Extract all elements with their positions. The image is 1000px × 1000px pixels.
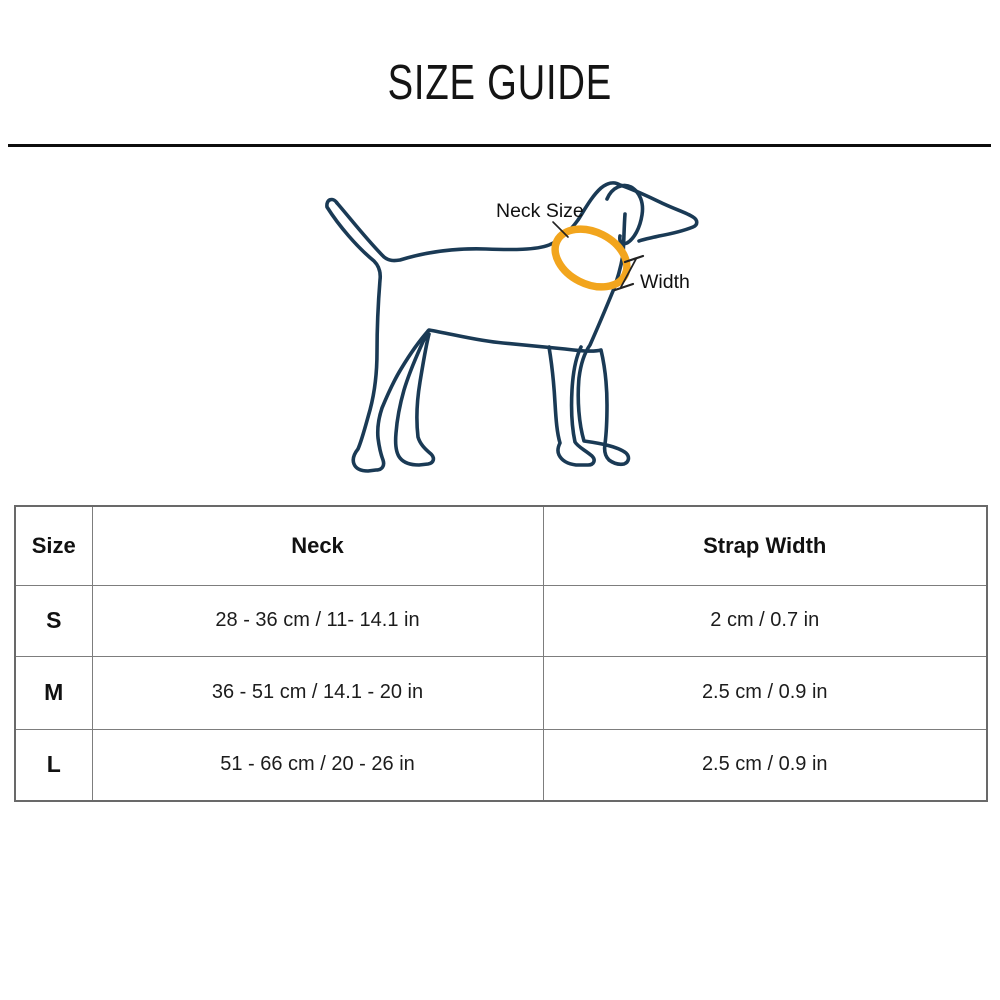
dog-far-front-leg-path — [547, 345, 596, 467]
dog-ear-path — [605, 183, 645, 246]
size-table-header-row: Size Neck Strap Width — [14, 505, 988, 586]
width-measure-diagonal — [620, 258, 637, 288]
width-measure-tick-top — [623, 254, 645, 264]
strap-width-value: 2.5 cm / 0.9 in — [542, 728, 988, 802]
collar-ring — [551, 225, 631, 291]
dog-outline — [325, 181, 699, 473]
column-header-neck: Neck — [91, 505, 544, 586]
dog-far-hind-leg-path — [393, 329, 436, 467]
page-title-wrap: SIZE GUIDE — [0, 55, 1000, 111]
annotation-lines — [552, 221, 645, 292]
size-table: Size Neck Strap Width S 28 - 36 cm / 11-… — [14, 505, 988, 802]
strap-width-value: 2.5 cm / 0.9 in — [542, 655, 988, 730]
neck-size-leader-line — [552, 221, 569, 238]
column-header-strap-width: Strap Width — [542, 505, 988, 586]
size-value: L — [14, 728, 93, 802]
page-title: SIZE GUIDE — [387, 56, 613, 110]
neck-value: 36 - 51 cm / 14.1 - 20 in — [91, 655, 544, 730]
table-row-large: L 51 - 66 cm / 20 - 26 in 2.5 cm / 0.9 i… — [14, 728, 988, 802]
dog-spine-head-path — [335, 181, 699, 263]
column-header-size: Size — [14, 505, 93, 586]
size-value: S — [14, 584, 93, 657]
neck-value: 51 - 66 cm / 20 - 26 in — [91, 728, 544, 802]
width-label: Width — [640, 271, 690, 293]
neck-value: 28 - 36 cm / 11- 14.1 in — [91, 584, 544, 657]
table-row-small: S 28 - 36 cm / 11- 14.1 in 2 cm / 0.7 in — [14, 584, 988, 657]
strap-width-value: 2 cm / 0.7 in — [542, 584, 988, 657]
width-measure-tick-bottom — [613, 282, 635, 292]
title-divider — [8, 144, 991, 147]
table-row-medium: M 36 - 51 cm / 14.1 - 20 in 2.5 cm / 0.9… — [14, 655, 988, 730]
neck-size-label: Neck Size — [496, 200, 584, 222]
dog-body-underside-path — [325, 197, 631, 473]
size-value: M — [14, 655, 93, 730]
